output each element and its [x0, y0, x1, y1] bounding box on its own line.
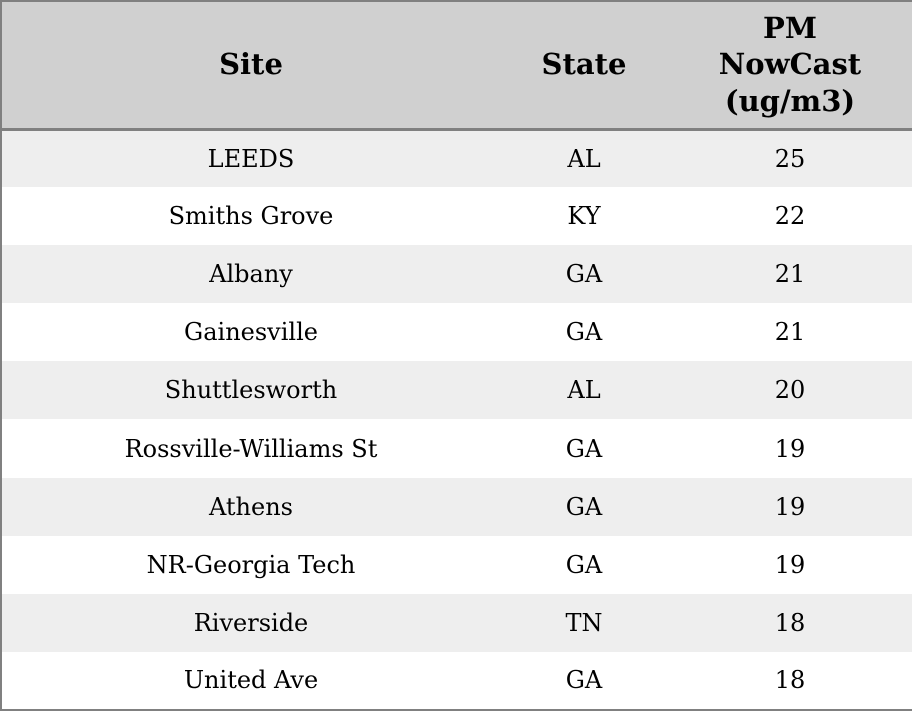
cell-pm-nowcast: 20: [668, 361, 912, 420]
table-row: Gainesville GA 21: [1, 303, 912, 362]
cell-state: GA: [500, 303, 668, 362]
cell-pm-nowcast: 18: [668, 593, 912, 652]
column-header-site: Site: [1, 1, 500, 131]
column-header-pm-nowcast: PM NowCast (ug/m3): [668, 1, 912, 131]
table-row: Shuttlesworth AL 20: [1, 361, 912, 420]
table-body: LEEDS AL 25 Smiths Grove KY 22 Albany GA 21 Gaine…: [1, 129, 912, 710]
table-row: Smiths Grove KY 22: [1, 187, 912, 246]
cell-state: GA: [500, 245, 668, 304]
cell-site: Athens: [1, 477, 500, 536]
cell-site: Shuttlesworth: [1, 361, 500, 420]
table-row: NR-Georgia Tech GA 19: [1, 535, 912, 594]
cell-pm-nowcast: 22: [668, 187, 912, 246]
cell-site: Riverside: [1, 593, 500, 652]
cell-state: AL: [500, 129, 668, 188]
cell-pm-nowcast: 25: [668, 129, 912, 188]
table-row: Riverside TN 18: [1, 593, 912, 652]
table-header: Site State PM NowCast (ug/m3): [1, 1, 912, 131]
cell-state: TN: [500, 593, 668, 652]
cell-site: Smiths Grove: [1, 187, 500, 246]
column-header-state: State: [500, 1, 668, 131]
cell-pm-nowcast: 21: [668, 245, 912, 304]
cell-site: NR-Georgia Tech: [1, 535, 500, 594]
cell-state: GA: [500, 477, 668, 536]
cell-site: Rossville-Williams St: [1, 419, 500, 478]
header-row: Site State PM NowCast (ug/m3): [1, 1, 912, 131]
cell-pm-nowcast: 19: [668, 535, 912, 594]
cell-pm-nowcast: 19: [668, 477, 912, 536]
table-row: LEEDS AL 25: [1, 129, 912, 188]
table-row: Rossville-Williams St GA 19: [1, 419, 912, 478]
table-row: United Ave GA 18: [1, 651, 912, 710]
cell-pm-nowcast: 18: [668, 651, 912, 710]
table-row: Albany GA 21: [1, 245, 912, 304]
cell-site: LEEDS: [1, 129, 500, 188]
column-header-pm-nowcast-label: PM NowCast (ug/m3): [718, 10, 862, 119]
cell-state: KY: [500, 187, 668, 246]
cell-site: Albany: [1, 245, 500, 304]
cell-state: AL: [500, 361, 668, 420]
cell-state: GA: [500, 419, 668, 478]
cell-state: GA: [500, 535, 668, 594]
table-row: Athens GA 19: [1, 477, 912, 536]
cell-state: GA: [500, 651, 668, 710]
cell-site: Gainesville: [1, 303, 500, 362]
cell-site: United Ave: [1, 651, 500, 710]
cell-pm-nowcast: 19: [668, 419, 912, 478]
cell-pm-nowcast: 21: [668, 303, 912, 362]
